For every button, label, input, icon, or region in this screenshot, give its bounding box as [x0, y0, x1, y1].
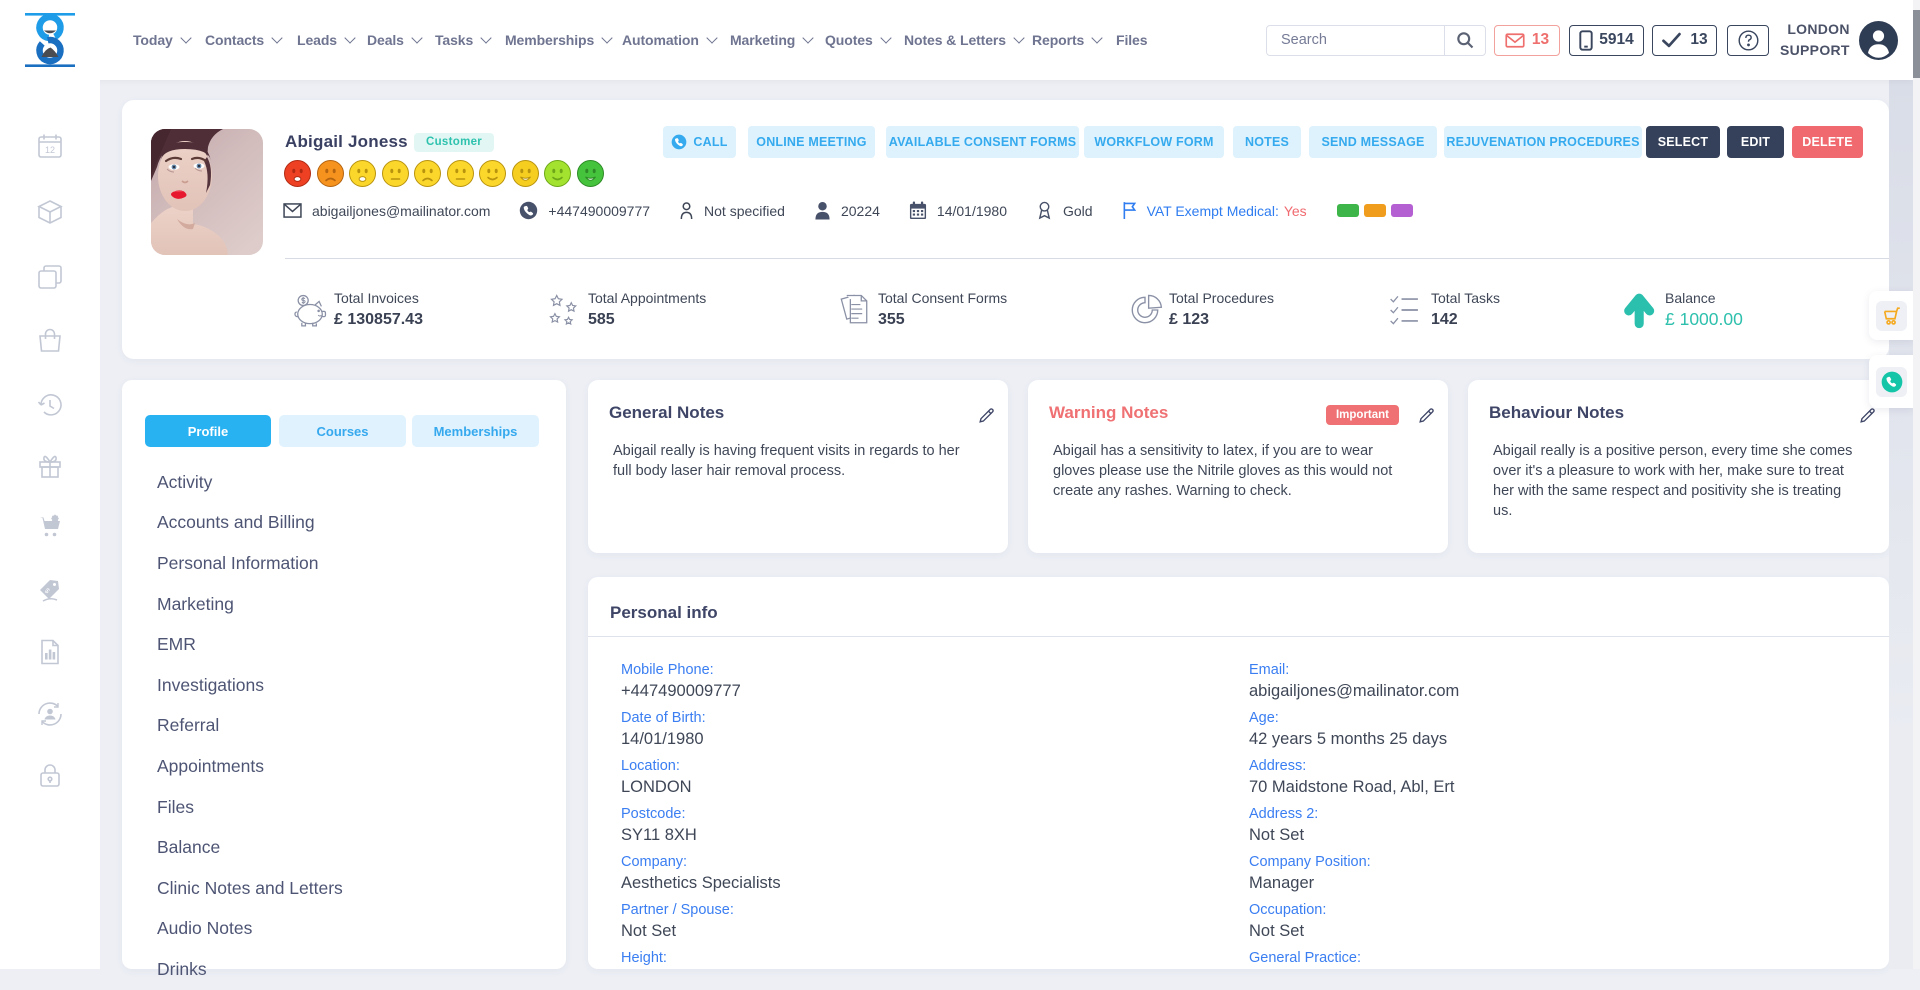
svg-text:12: 12: [45, 145, 55, 155]
svg-text:$: $: [43, 587, 51, 595]
